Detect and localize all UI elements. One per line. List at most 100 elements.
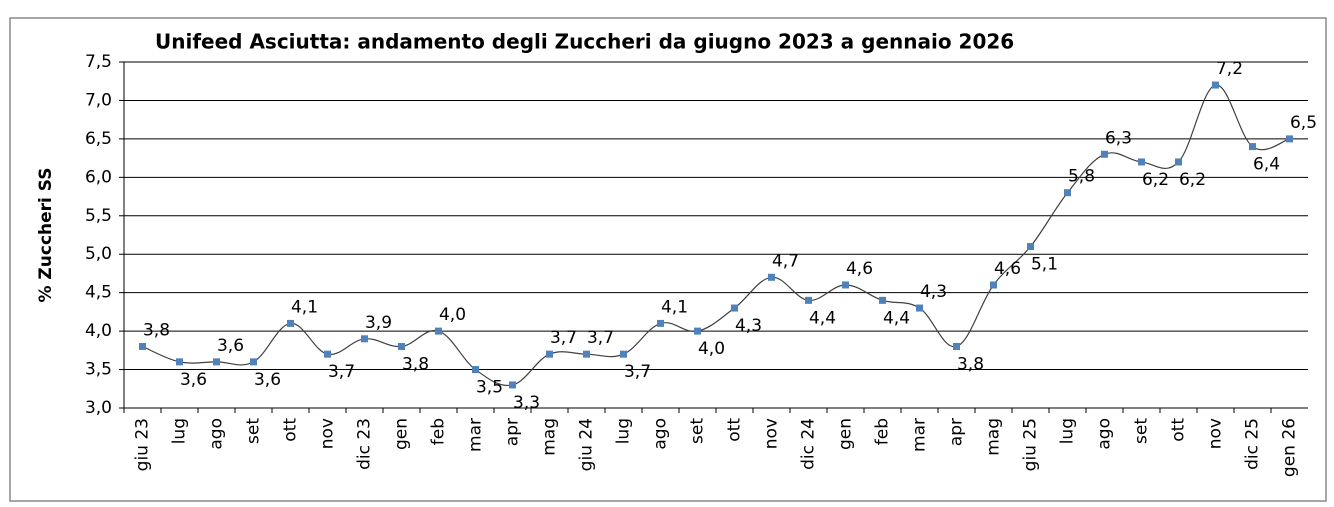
x-tick-label: gen (392, 418, 412, 450)
data-point (546, 350, 553, 358)
x-tick-label: lug (1058, 418, 1078, 444)
data-label: 3,7 (328, 362, 355, 382)
data-label: 3,8 (143, 320, 170, 340)
x-tick-label: feb (429, 418, 449, 445)
data-label: 4,0 (439, 305, 466, 325)
x-tick-label: set (688, 418, 708, 444)
data-label: 3,7 (550, 328, 577, 348)
data-label: 4,7 (772, 251, 799, 271)
data-point (435, 327, 442, 335)
data-label: 4,4 (809, 308, 836, 328)
data-label: 5,1 (1031, 255, 1058, 275)
x-tick-label: gen (836, 418, 856, 450)
y-tick-label: 4,0 (85, 321, 112, 341)
x-tick-label: giu 24 (577, 418, 597, 471)
y-tick-label: 5,5 (85, 206, 112, 226)
x-tick-label: dic 24 (799, 418, 819, 470)
y-tick-label: 4,5 (85, 283, 112, 303)
x-tick-label: ott (1169, 418, 1189, 442)
data-point (472, 366, 479, 374)
x-tick-label: nov (1206, 418, 1226, 449)
x-tick-label: dic 23 (355, 418, 375, 470)
data-label: 3,8 (957, 354, 984, 374)
data-point (1175, 158, 1182, 166)
x-tick-label: ott (281, 418, 301, 442)
x-tick-label: gen 26 (1280, 418, 1300, 477)
data-label: 4,3 (735, 316, 762, 336)
y-tick-label: 7,0 (85, 90, 112, 110)
x-tick-label: apr (503, 418, 523, 446)
x-tick-label: giu 25 (1021, 418, 1041, 471)
data-point (805, 296, 812, 304)
data-point (213, 358, 220, 366)
data-label: 3,7 (587, 328, 614, 348)
data-label: 3,9 (365, 313, 392, 333)
y-tick-label: 3,5 (85, 360, 112, 380)
data-point (361, 335, 368, 343)
x-tick-label: mag (540, 418, 560, 456)
data-label: 4,1 (661, 297, 688, 317)
data-label: 3,3 (513, 393, 540, 413)
y-tick-label: 5,0 (85, 244, 112, 264)
data-point (583, 350, 590, 358)
data-label: 5,8 (1068, 167, 1095, 187)
data-point (176, 358, 183, 366)
x-tick-label: giu 23 (133, 418, 153, 471)
x-tick-label: dic 25 (1243, 418, 1263, 470)
x-tick-label: feb (873, 418, 893, 445)
data-point (1286, 135, 1293, 143)
data-label: 4,6 (846, 259, 873, 279)
data-label: 4,3 (920, 282, 947, 302)
x-tick-label: nov (318, 418, 338, 449)
data-point (1027, 243, 1034, 251)
data-label: 4,1 (291, 297, 318, 317)
data-label: 6,4 (1253, 155, 1280, 175)
x-tick-label: ott (725, 418, 745, 442)
x-tick-label: ago (651, 418, 671, 450)
x-tick-label: ago (1095, 418, 1115, 450)
data-point (250, 358, 257, 366)
x-tick-label: ago (207, 418, 227, 450)
data-point (879, 296, 886, 304)
x-tick-label: lug (170, 418, 190, 444)
y-tick-label: 3,0 (85, 398, 112, 418)
data-point (731, 304, 738, 312)
x-tick-label: mag (984, 418, 1004, 456)
data-label: 6,2 (1142, 170, 1169, 190)
data-point (1249, 143, 1256, 151)
x-tick-label: nov (762, 418, 782, 449)
x-tick-label: set (244, 418, 264, 444)
data-point (1064, 189, 1071, 197)
data-point (768, 273, 775, 281)
data-point (509, 381, 516, 389)
chart-border (9, 17, 1327, 502)
data-point (916, 304, 923, 312)
data-point (953, 342, 960, 350)
data-point (398, 342, 405, 350)
data-point (324, 350, 331, 358)
data-point (990, 281, 997, 289)
y-tick-label: 6,0 (85, 167, 112, 187)
y-tick-label: 6,5 (85, 129, 112, 149)
data-point (1138, 158, 1145, 166)
data-point (620, 350, 627, 358)
data-label: 4,0 (698, 339, 725, 359)
data-label: 6,2 (1179, 170, 1206, 190)
data-label: 4,4 (883, 308, 910, 328)
x-tick-label: mar (910, 418, 930, 452)
data-label: 3,6 (254, 370, 281, 390)
chart-title: Unifeed Asciutta: andamento degli Zucche… (155, 30, 1014, 54)
data-point (657, 319, 664, 327)
data-point (139, 342, 146, 350)
x-tick-label: lug (614, 418, 634, 444)
data-point (287, 319, 294, 327)
y-axis-label: % Zuccheri SS (36, 167, 56, 302)
data-label: 6,3 (1105, 128, 1132, 148)
x-tick-label: mar (466, 418, 486, 452)
data-point (694, 327, 701, 335)
x-tick-label: set (1132, 418, 1152, 444)
data-label: 6,5 (1290, 113, 1317, 133)
data-label: 7,2 (1216, 59, 1243, 79)
data-point (1212, 81, 1219, 89)
